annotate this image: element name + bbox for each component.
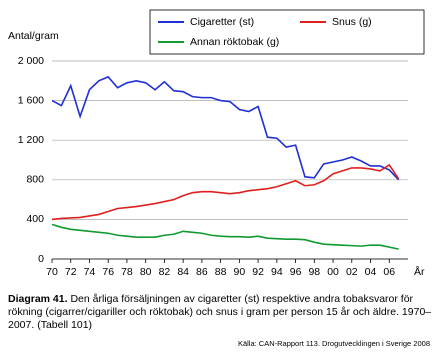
- y-tick-label: 1 200: [18, 134, 44, 146]
- y-tick-label: 1 600: [18, 94, 44, 106]
- y-tick-label: 0: [38, 253, 44, 265]
- y-axis-label: Antal/gram: [8, 30, 59, 42]
- x-tick-label: 86: [196, 266, 208, 278]
- legend-box: [149, 9, 425, 55]
- caption-label: Diagram 41.: [8, 293, 68, 305]
- legend-label: Snus (g): [332, 16, 372, 28]
- series-line: [51, 75, 400, 181]
- source: Källa: CAN-Rapport 113. Drogutvecklingen…: [237, 339, 430, 348]
- x-tick-label: 80: [140, 266, 152, 278]
- x-tick-label: 72: [65, 266, 77, 278]
- y-tick-label: 400: [26, 213, 44, 225]
- caption: Diagram 41. Den årliga försäljningen av …: [8, 293, 433, 332]
- caption-text: Den årliga försäljningen av cigaretter (…: [8, 293, 432, 331]
- x-tick-label: 00: [327, 266, 339, 278]
- x-tick-label: 02: [346, 266, 358, 278]
- series-line: [51, 163, 400, 221]
- x-tick-label: 78: [121, 266, 133, 278]
- x-tick-label: 94: [271, 266, 283, 278]
- legend-label: Cigaretter (st): [190, 16, 254, 28]
- x-axis-label: År: [414, 265, 425, 278]
- x-tick-label: 92: [252, 266, 264, 278]
- y-tick-label: 800: [26, 174, 44, 186]
- x-tick-label: 82: [159, 266, 171, 278]
- x-tick-label: 84: [177, 266, 189, 278]
- x-tick-label: 76: [102, 266, 114, 278]
- x-tick-label: 98: [308, 266, 320, 278]
- x-tick-label: 06: [383, 266, 395, 278]
- x-tick-label: 88: [215, 266, 227, 278]
- legend-label: Annan röktobak (g): [190, 36, 279, 48]
- x-tick-label: 96: [290, 266, 302, 278]
- y-tick-label: 2 000: [18, 55, 44, 67]
- x-tick-label: 04: [365, 266, 377, 278]
- x-tick-label: 90: [234, 266, 246, 278]
- x-tick-label: 70: [46, 266, 58, 278]
- series-line: [51, 223, 399, 250]
- x-tick-label: 74: [84, 266, 96, 278]
